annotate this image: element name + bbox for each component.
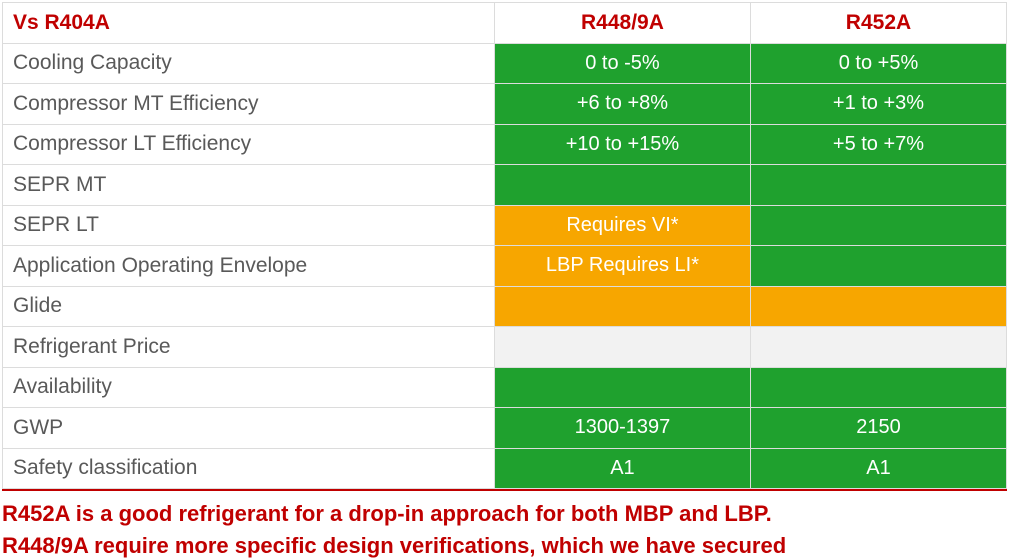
- footer-line2: R448/9A require more specific design ver…: [2, 531, 1007, 560]
- cell-col2: [750, 327, 1006, 368]
- cell-col1: [494, 165, 750, 206]
- footer-block: R452A is a good refrigerant for a drop-i…: [2, 489, 1007, 560]
- row-label: Cooling Capacity: [3, 43, 495, 84]
- row-label: Availability: [3, 367, 495, 408]
- table-row: Compressor MT Efficiency+6 to +8%+1 to +…: [3, 84, 1007, 125]
- table-body: Cooling Capacity0 to -5%0 to +5%Compress…: [3, 43, 1007, 489]
- row-label: Compressor LT Efficiency: [3, 124, 495, 165]
- cell-col2: +5 to +7%: [750, 124, 1006, 165]
- table-row: Safety classificationA1A1: [3, 448, 1007, 489]
- cell-col2: [750, 367, 1006, 408]
- cell-col1: [494, 327, 750, 368]
- header-col2: R452A: [750, 3, 1006, 44]
- row-label: Application Operating Envelope: [3, 246, 495, 287]
- cell-col2: [750, 286, 1006, 327]
- cell-col2: [750, 205, 1006, 246]
- table-row: Availability: [3, 367, 1007, 408]
- table-row: Cooling Capacity0 to -5%0 to +5%: [3, 43, 1007, 84]
- row-label: SEPR LT: [3, 205, 495, 246]
- table-row: SEPR LTRequires VI*: [3, 205, 1007, 246]
- row-label: Refrigerant Price: [3, 327, 495, 368]
- comparison-table: Vs R404A R448/9A R452A Cooling Capacity0…: [2, 2, 1007, 489]
- cell-col1: +10 to +15%: [494, 124, 750, 165]
- table-row: Compressor LT Efficiency+10 to +15%+5 to…: [3, 124, 1007, 165]
- cell-col1: Requires VI*: [494, 205, 750, 246]
- header-col1: R448/9A: [494, 3, 750, 44]
- cell-col2: [750, 165, 1006, 206]
- cell-col2: 0 to +5%: [750, 43, 1006, 84]
- row-label: Glide: [3, 286, 495, 327]
- cell-col1: [494, 367, 750, 408]
- table-header-row: Vs R404A R448/9A R452A: [3, 3, 1007, 44]
- row-label: SEPR MT: [3, 165, 495, 206]
- cell-col1: A1: [494, 448, 750, 489]
- row-label: GWP: [3, 408, 495, 449]
- cell-col1: 1300-1397: [494, 408, 750, 449]
- cell-col2: 2150: [750, 408, 1006, 449]
- footer-line1: R452A is a good refrigerant for a drop-i…: [2, 499, 1007, 529]
- row-label: Safety classification: [3, 448, 495, 489]
- row-label: Compressor MT Efficiency: [3, 84, 495, 125]
- cell-col1: +6 to +8%: [494, 84, 750, 125]
- table-row: SEPR MT: [3, 165, 1007, 206]
- table-row: GWP1300-13972150: [3, 408, 1007, 449]
- cell-col2: +1 to +3%: [750, 84, 1006, 125]
- header-row-label: Vs R404A: [3, 3, 495, 44]
- cell-col2: [750, 246, 1006, 287]
- table-row: Glide: [3, 286, 1007, 327]
- table-row: Application Operating EnvelopeLBP Requir…: [3, 246, 1007, 287]
- cell-col1: [494, 286, 750, 327]
- table-row: Refrigerant Price: [3, 327, 1007, 368]
- cell-col1: LBP Requires LI*: [494, 246, 750, 287]
- cell-col1: 0 to -5%: [494, 43, 750, 84]
- cell-col2: A1: [750, 448, 1006, 489]
